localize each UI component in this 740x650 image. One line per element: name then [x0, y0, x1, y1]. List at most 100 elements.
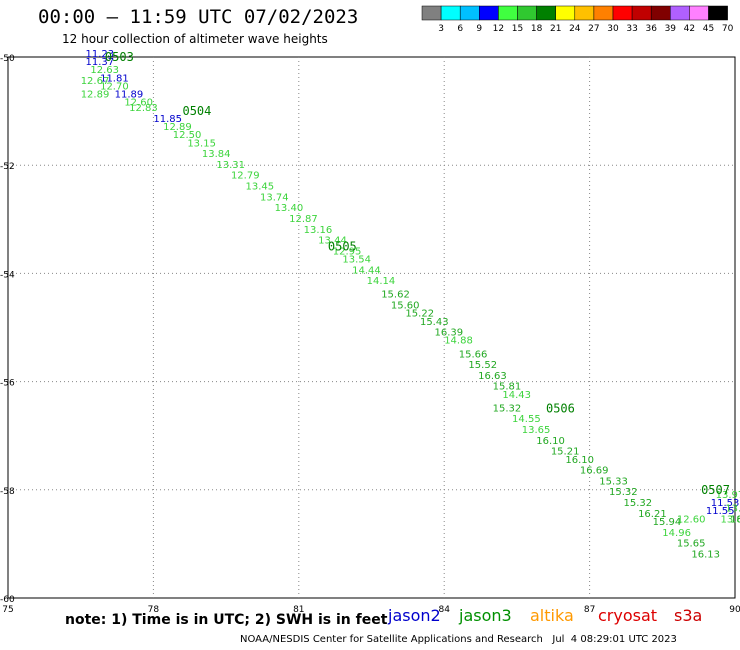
wave-height-label: 15.65	[677, 539, 706, 550]
wave-height-label: 12.67	[81, 76, 110, 87]
color-scale-tick: 15	[512, 24, 523, 34]
wave-height-label: 14.43	[502, 390, 531, 401]
color-scale-swatch	[650, 5, 671, 21]
legend-s3a: s3a	[674, 606, 703, 625]
y-tick-label: -58	[0, 487, 15, 497]
track-time-label: 0504	[182, 104, 211, 118]
wave-height-label: 13.54	[342, 255, 371, 266]
x-tick-label: 87	[584, 605, 595, 615]
wave-height-label: 13.16	[304, 225, 333, 236]
wave-height-label: 15.32	[609, 487, 638, 498]
color-scale-tick: 27	[588, 24, 599, 34]
track-time-label: 0506	[546, 402, 575, 416]
wave-height-label: 12.70	[100, 81, 129, 92]
color-scale-swatch	[612, 5, 633, 21]
wave-height-label: 12.50	[173, 130, 202, 141]
wave-height-label: 13.74	[260, 192, 289, 203]
x-tick-label: 75	[2, 605, 13, 615]
wave-height-label: 14.14	[367, 276, 396, 287]
track-time-label: 0503	[105, 50, 134, 64]
wave-height-label: 13.65	[522, 425, 551, 436]
x-tick-label: 90	[729, 605, 740, 615]
wave-height-label: 15.21	[551, 447, 580, 458]
color-scale-tick: 30	[607, 24, 619, 34]
wave-height-label: 12.79	[231, 171, 260, 182]
y-tick-label: -56	[0, 379, 15, 389]
color-scale-tick: 18	[531, 24, 543, 34]
wave-height-label: 13.17	[725, 503, 740, 514]
legend-jason2: jason2	[388, 606, 441, 625]
wave-height-label: 14.88	[444, 336, 473, 347]
color-scale-swatch	[670, 5, 690, 21]
wave-height-label: 11.55	[706, 506, 735, 517]
y-tick-label: -54	[0, 270, 15, 280]
page-title: 00:00 — 11:59 UTC 07/02/2023	[38, 6, 359, 28]
y-tick-label: -50	[0, 54, 15, 64]
chart-subtitle: 12 hour collection of altimeter wave hei…	[62, 32, 328, 46]
color-scale-tick: 12	[493, 24, 504, 34]
footer-note: note: 1) Time is in UTC; 2) SWH is in fe…	[65, 612, 388, 628]
wave-height-label: 16.63	[478, 371, 507, 382]
wave-height-label: 16.69	[580, 466, 609, 477]
color-scale-tick: 33	[626, 24, 637, 34]
wave-height-label: 11.23	[86, 49, 115, 60]
wave-height-label: 15.94	[653, 517, 682, 528]
wave-height-label: 11.81	[100, 73, 129, 84]
wave-height-label: 13.44	[318, 236, 347, 247]
wave-height-label: 16.10	[565, 455, 594, 466]
wave-height-label: 12.95	[333, 246, 362, 257]
color-scale-tick: 36	[645, 24, 657, 34]
color-scale-tick: 3	[438, 24, 444, 34]
wave-height-label: 12.60	[124, 98, 153, 109]
track-time-label: 0505	[328, 239, 357, 253]
y-tick-label: -60	[0, 595, 15, 605]
x-tick-label: 84	[438, 605, 450, 615]
wave-height-label: 15.33	[599, 476, 628, 487]
wave-height-label: 11.53	[711, 498, 740, 509]
wave-height-label: 14.44	[352, 265, 381, 276]
x-tick-label: 81	[293, 605, 304, 615]
color-scale-swatch	[440, 5, 461, 21]
wave-height-label: 13.15	[187, 138, 216, 149]
color-scale-swatch	[498, 5, 518, 21]
wave-height-label: 13.45	[245, 182, 274, 193]
wave-height-label: 12.63	[90, 65, 119, 76]
wave-height-label: 11.37	[86, 57, 115, 68]
wave-height-label: 16.10	[536, 436, 565, 447]
wave-height-label: 15.81	[493, 382, 522, 393]
color-scale-swatch	[689, 5, 709, 21]
wave-height-label: 13.89	[720, 514, 740, 525]
wave-height-label: 11.89	[115, 90, 144, 101]
wave-height-label: 16.13	[691, 549, 720, 560]
color-scale-tick: 9	[476, 24, 482, 34]
wave-height-label: 16.89	[730, 514, 740, 525]
wave-height-label: 15.62	[381, 290, 410, 301]
footer-credit: NOAA/NESDIS Center for Satellite Applica…	[240, 634, 677, 645]
wave-height-label: 14.55	[512, 414, 541, 425]
color-scale-swatch	[421, 5, 442, 21]
color-scale-tick: 42	[684, 24, 695, 34]
color-scale-swatch	[574, 5, 595, 21]
color-scale-swatch	[593, 5, 614, 21]
color-scale-swatch	[459, 5, 480, 21]
color-scale-swatch	[708, 5, 728, 21]
color-scale-tick: 21	[550, 24, 561, 34]
wave-height-label: 14.96	[662, 528, 691, 539]
color-scale-swatch	[479, 5, 499, 21]
wave-height-label: 15.22	[405, 309, 434, 320]
wave-height-label: 13.97	[716, 490, 740, 501]
legend-cryosat: cryosat	[598, 606, 658, 625]
wave-height-label: 12.89	[81, 90, 110, 101]
color-scale-swatch	[517, 5, 537, 21]
color-scale-tick: 6	[457, 24, 463, 34]
track-time-label: 0507	[701, 483, 730, 497]
color-scale-swatch	[555, 5, 576, 21]
wave-height-label: 11.85	[153, 114, 182, 125]
wave-height-label: 15.52	[468, 360, 497, 371]
wave-height-label: 12.60	[677, 514, 706, 525]
x-tick-label: 78	[148, 605, 160, 615]
color-scale-tick: 70	[722, 24, 734, 34]
color-scale-tick: 39	[665, 24, 677, 34]
wave-height-label: 15.43	[420, 317, 449, 328]
